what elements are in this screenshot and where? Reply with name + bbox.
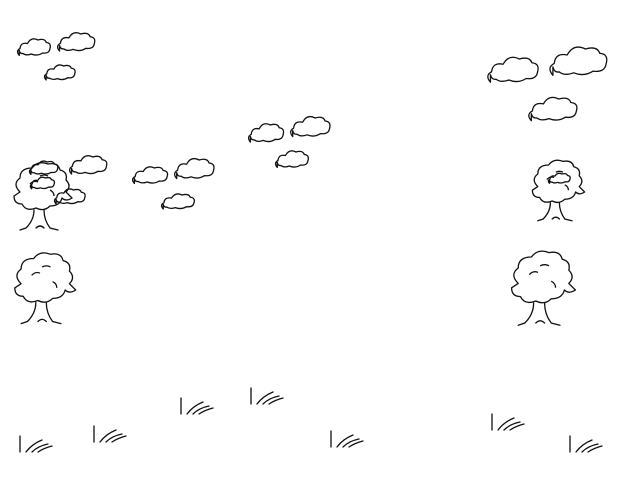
cloud-12	[274, 150, 309, 169]
tree-1	[13, 162, 73, 231]
cloud-17	[547, 172, 571, 184]
cloud-13	[487, 56, 539, 83]
grass-4	[250, 387, 284, 405]
cloud-15	[528, 96, 578, 122]
grass-6	[491, 413, 525, 431]
tree-2	[14, 252, 77, 325]
grass-3	[180, 397, 214, 415]
cloud-6	[53, 188, 86, 205]
cloud-8	[174, 157, 215, 180]
trees-layer	[13, 159, 586, 326]
cloud-14	[549, 46, 608, 76]
grass-1	[19, 435, 53, 453]
cloud-7	[131, 166, 169, 185]
cloud-3	[43, 64, 76, 81]
cloud-1	[16, 38, 51, 57]
tree-4	[510, 250, 577, 326]
grass-5	[330, 430, 364, 448]
tree-3	[531, 159, 586, 222]
grass-2	[93, 425, 127, 443]
cloud-5	[68, 155, 108, 175]
cloud-9	[160, 193, 195, 210]
cloud-11	[290, 115, 331, 138]
cloud-2	[56, 32, 96, 52]
grass-layer	[19, 387, 603, 453]
cloud-16	[29, 176, 56, 190]
grass-7	[569, 435, 603, 453]
clouds-layer	[16, 32, 608, 210]
cloud-10	[247, 123, 285, 143]
